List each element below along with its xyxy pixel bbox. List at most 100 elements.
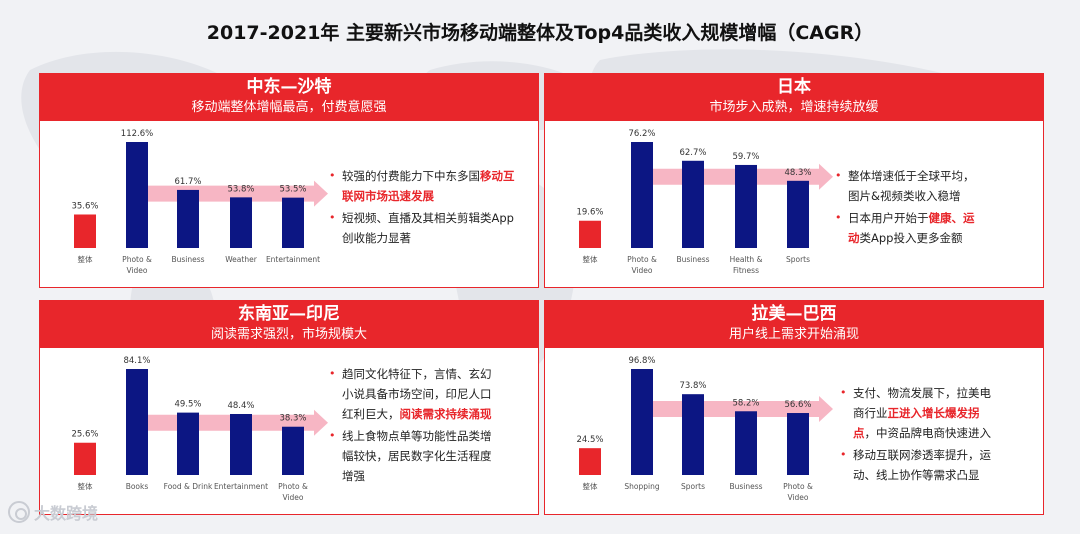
data-label: 48.4% [227,401,254,411]
panel-subtitle: 用户线上需求开始涌现 [728,327,859,342]
bar [230,197,252,248]
category-label: Weather [225,255,257,264]
bar [735,411,757,475]
category-label: Business [676,255,709,264]
category-label: Photo & Video [278,482,308,502]
bar [126,142,148,248]
note-text: 趋同文化特征下，言情、玄幻小说具备市场空间，印尼人口红利巨大， [342,367,492,421]
note-highlight: 健康、运动 [848,211,975,245]
bar-chart: 25.6% 整体 84.1% Books 49.5% Food & Drink 48.4% E… [71,356,328,502]
panel-header: 日本 市场步入成熟，增速持续放缓 [545,74,1043,121]
bar [631,369,653,475]
note-highlight: 阅读需求持续涌现 [399,407,492,421]
panel-header: 拉美—巴西 用户线上需求开始涌现 [545,301,1043,348]
category-label: Entertainment [266,255,320,264]
panel-title: 东南亚—印尼 [238,304,340,324]
category-label: Sports [786,255,810,264]
bar [126,369,148,475]
notes: 整体增速低于全球平均，图片&视频类收入稳增日本用户开始于健康、运动类App投入更… [835,166,985,250]
data-label: 62.7% [679,148,706,158]
bar [682,160,704,248]
panel-japan: 日本 市场步入成熟，增速持续放缓 19.6% 整体 76.2% Photo & Vide… [544,73,1044,288]
panel-subtitle: 阅读需求强烈，市场规模大 [210,327,367,342]
category-label: 整体 [583,481,598,491]
data-label: 48.3% [784,168,811,178]
category-label: Health & Fitness [730,255,763,275]
watermark-text: 大数跨境 [34,504,99,523]
data-label: 53.5% [279,185,306,195]
panel-subtitle: 移动端整体增幅最高，付费意愿强 [191,100,387,115]
panel-title: 拉美—巴西 [751,304,837,324]
bar [177,412,199,475]
note-text: 日本用户开始于 [848,211,929,225]
data-label: 56.6% [784,400,811,410]
data-label: 96.8% [628,356,655,366]
data-label: 24.5% [576,435,603,445]
data-label: 84.1% [123,356,150,366]
bar [282,197,304,248]
bar [682,394,704,475]
data-label: 25.6% [71,430,98,440]
panel-indonesia: 东南亚—印尼 阅读需求强烈，市场规模大 25.6% 整体 84.1% Books 49.… [39,300,539,515]
notes: 较强的付费能力下中东多国移动互联网市场迅速发展短视频、直播及其相关剪辑类App创… [329,166,519,250]
note-text: 支付、物流发展下，拉美电商行业 [853,386,991,420]
bar-chart: 19.6% 整体 76.2% Photo & Video 62.7% Business 59.… [576,129,833,275]
note-item: 日本用户开始于健康、运动类App投入更多金额 [835,208,985,248]
note-text: 整体增速低于全球平均，图片&视频类收入稳增 [848,169,975,203]
bar [579,220,601,248]
note-item: 支付、物流发展下，拉美电商行业正进入增长爆发拐点，中资品牌电商快速进入 [840,383,1002,443]
note-text: 线上食物点单等功能性品类增幅较快，居民数字化生活程度增强 [342,429,492,483]
note-text: 移动互联网渗透率提升，运动、线上协作等需求凸显 [853,448,991,482]
panel-brazil: 拉美—巴西 用户线上需求开始涌现 24.5% 整体 96.8% Shopping 73.… [544,300,1044,515]
data-label: 73.8% [679,381,706,391]
data-label: 61.7% [174,177,201,187]
bar [74,214,96,248]
category-label: Sports [681,482,705,491]
watermark-logo: 大数跨境 [8,500,98,524]
note-item: 线上食物点单等功能性品类增幅较快，居民数字化生活程度增强 [329,426,494,486]
bar-chart: 35.6% 整体 112.6% Photo & Video 61.7% Business 53… [71,129,328,275]
bar [787,413,809,475]
bar-chart: 24.5% 整体 96.8% Shopping 73.8% Sports 58.2% Busi… [576,356,833,502]
bar [74,442,96,475]
panel-saudi: 中东—沙特 移动端整体增幅最高，付费意愿强 35.6% 整体 112.6% Photo… [39,73,539,288]
bar [631,142,653,248]
main-title: 2017-2021年 主要新兴市场移动端整体及Top4品类收入规模增幅（CAGR… [206,22,874,44]
category-label: Books [126,482,149,491]
note-item: 趋同文化特征下，言情、玄幻小说具备市场空间，印尼人口红利巨大，阅读需求持续涌现 [329,364,494,424]
panel-title: 中东—沙特 [246,77,332,97]
logo-icon [8,501,30,523]
bar [735,164,757,248]
notes: 趋同文化特征下，言情、玄幻小说具备市场空间，印尼人口红利巨大，阅读需求持续涌现线… [329,364,494,488]
data-label: 38.3% [279,414,306,424]
note-text: ，中资品牌电商快速进入 [864,426,992,440]
note-item: 整体增速低于全球平均，图片&视频类收入稳增 [835,166,985,206]
note-text: 短视频、直播及其相关剪辑类App创收能力显著 [342,211,514,245]
data-label: 59.7% [732,152,759,162]
note-text: 类App投入更多金额 [859,231,963,245]
data-label: 19.6% [576,208,603,218]
panel-subtitle: 市场步入成熟，增速持续放缓 [709,100,879,115]
category-label: Photo & Video [122,255,152,275]
data-label: 49.5% [174,400,201,410]
category-label: Photo & Video [627,255,657,275]
panel-header: 东南亚—印尼 阅读需求强烈，市场规模大 [40,301,538,348]
category-label: Photo & Video [783,482,813,502]
data-label: 76.2% [628,129,655,139]
note-highlight: 正进入增长爆发拐点 [853,406,980,440]
category-label: Business [729,482,762,491]
category-label: Business [171,255,204,264]
panel-title: 日本 [777,77,811,97]
note-text: 较强的付费能力下中东多国 [342,169,480,183]
category-label: 整体 [78,254,93,264]
bar [282,426,304,475]
category-label: Food & Drink [164,482,213,491]
category-label: 整体 [78,481,93,491]
note-highlight: 移动互联网市场迅速发展 [342,169,515,203]
note-item: 短视频、直播及其相关剪辑类App创收能力显著 [329,208,519,248]
note-item: 移动互联网渗透率提升，运动、线上协作等需求凸显 [840,445,1002,485]
data-label: 112.6% [121,129,153,139]
category-label: 整体 [583,254,598,264]
data-label: 58.2% [732,398,759,408]
bar [177,189,199,248]
